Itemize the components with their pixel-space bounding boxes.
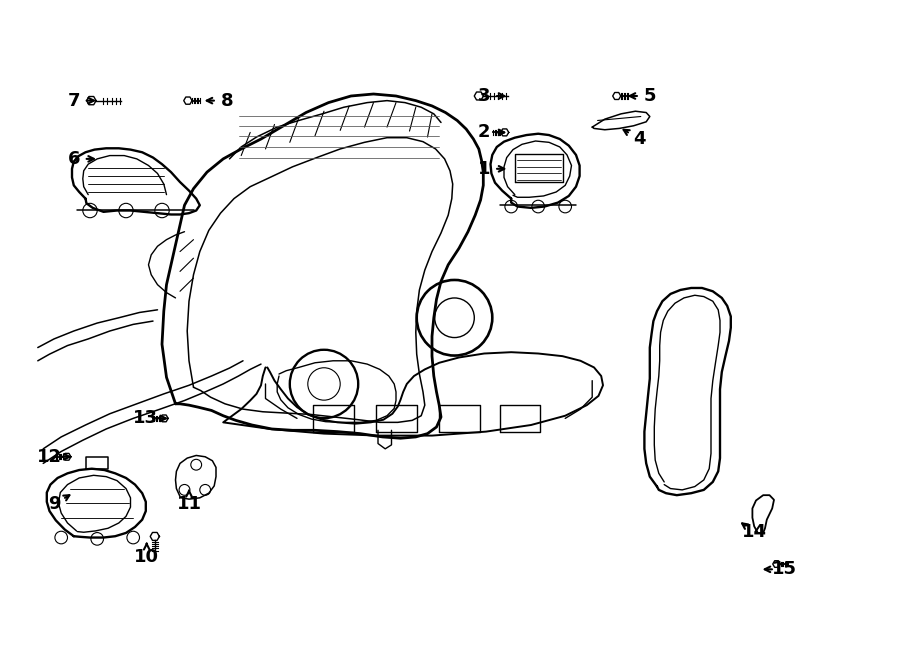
Text: 1: 1 bbox=[478, 160, 491, 178]
Text: 3: 3 bbox=[478, 87, 491, 105]
Text: 14: 14 bbox=[742, 523, 767, 542]
Text: 10: 10 bbox=[134, 548, 159, 567]
Text: 4: 4 bbox=[633, 130, 645, 148]
Text: 7: 7 bbox=[68, 91, 80, 110]
Text: 11: 11 bbox=[176, 495, 202, 514]
Text: 15: 15 bbox=[772, 560, 797, 579]
Text: 12: 12 bbox=[37, 448, 62, 466]
Text: 8: 8 bbox=[220, 91, 233, 110]
Text: 13: 13 bbox=[133, 409, 158, 428]
Text: 9: 9 bbox=[48, 495, 60, 514]
Text: 2: 2 bbox=[478, 123, 491, 142]
Text: 6: 6 bbox=[68, 150, 80, 168]
Text: 5: 5 bbox=[644, 87, 656, 105]
